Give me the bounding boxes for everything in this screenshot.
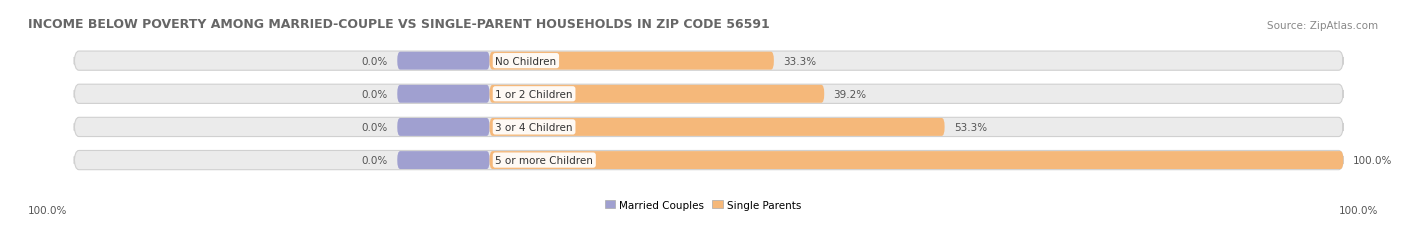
- FancyBboxPatch shape: [398, 52, 489, 70]
- Text: No Children: No Children: [495, 56, 557, 66]
- Text: 39.2%: 39.2%: [834, 89, 866, 99]
- Text: 0.0%: 0.0%: [361, 56, 388, 66]
- Text: 3 or 4 Children: 3 or 4 Children: [495, 122, 572, 132]
- Text: 33.3%: 33.3%: [783, 56, 817, 66]
- FancyBboxPatch shape: [75, 118, 1343, 137]
- Legend: Married Couples, Single Parents: Married Couples, Single Parents: [600, 196, 806, 214]
- Text: INCOME BELOW POVERTY AMONG MARRIED-COUPLE VS SINGLE-PARENT HOUSEHOLDS IN ZIP COD: INCOME BELOW POVERTY AMONG MARRIED-COUPL…: [28, 18, 770, 30]
- FancyBboxPatch shape: [398, 119, 489, 136]
- FancyBboxPatch shape: [398, 152, 489, 169]
- FancyBboxPatch shape: [489, 85, 824, 103]
- FancyBboxPatch shape: [398, 85, 489, 103]
- FancyBboxPatch shape: [489, 152, 1343, 169]
- Text: 100.0%: 100.0%: [1353, 155, 1392, 165]
- Text: 1 or 2 Children: 1 or 2 Children: [495, 89, 572, 99]
- Text: 0.0%: 0.0%: [361, 155, 388, 165]
- FancyBboxPatch shape: [489, 52, 773, 70]
- FancyBboxPatch shape: [489, 119, 945, 136]
- FancyBboxPatch shape: [75, 151, 1343, 170]
- Text: 0.0%: 0.0%: [361, 122, 388, 132]
- Text: 100.0%: 100.0%: [28, 205, 67, 215]
- Text: 53.3%: 53.3%: [953, 122, 987, 132]
- Text: Source: ZipAtlas.com: Source: ZipAtlas.com: [1267, 21, 1378, 30]
- Text: 100.0%: 100.0%: [1339, 205, 1378, 215]
- FancyBboxPatch shape: [75, 52, 1343, 71]
- Text: 5 or more Children: 5 or more Children: [495, 155, 593, 165]
- Text: 0.0%: 0.0%: [361, 89, 388, 99]
- FancyBboxPatch shape: [75, 85, 1343, 104]
